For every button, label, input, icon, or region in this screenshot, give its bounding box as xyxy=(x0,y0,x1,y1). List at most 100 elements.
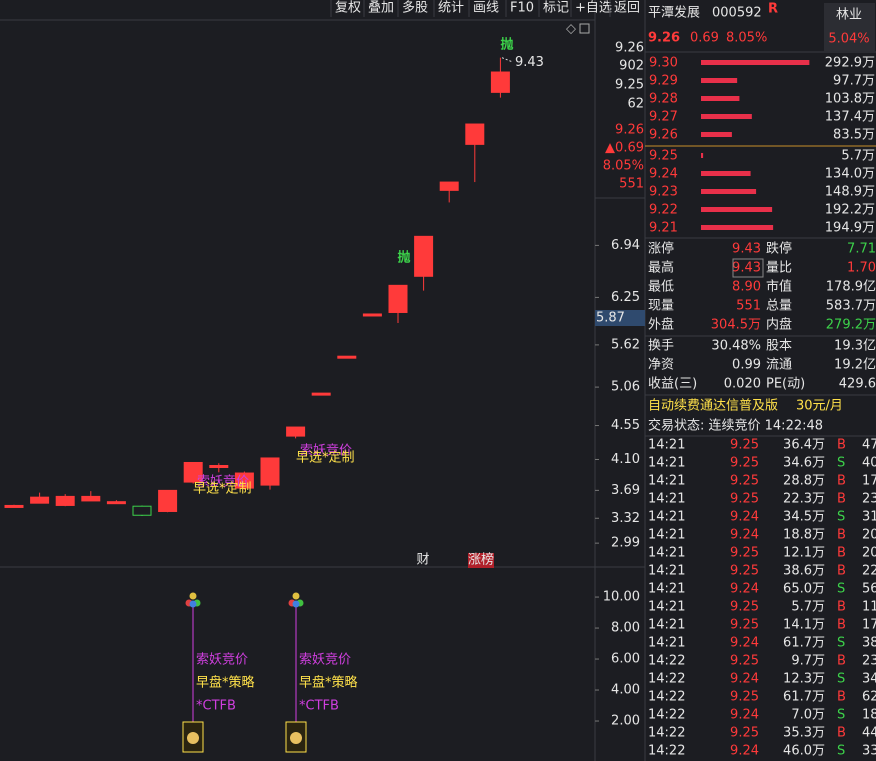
trade-price: 9.25 xyxy=(730,456,759,471)
trade-count: 20 xyxy=(862,528,876,543)
indicator-annotation: 索妖竞价 xyxy=(299,652,351,668)
candle-body xyxy=(362,313,382,317)
crosshair-label: 5.87 xyxy=(596,311,625,326)
trade-price: 9.24 xyxy=(730,708,759,723)
stat-label: 最低 xyxy=(648,280,674,295)
trade-price: 9.25 xyxy=(730,438,759,453)
trade-time: 14:21 xyxy=(648,600,685,615)
money-icon xyxy=(187,732,199,744)
order-volume: 194.9万 xyxy=(825,221,875,236)
stat-value: 551 xyxy=(736,299,761,314)
stat-label: 收益(三) xyxy=(648,377,697,392)
candle-body xyxy=(414,235,434,277)
trade-side: S xyxy=(837,456,845,471)
toolbar-button[interactable]: 返回 xyxy=(614,1,640,16)
trade-price: 9.24 xyxy=(730,510,759,525)
trade-time: 14:21 xyxy=(648,456,685,471)
trade-time: 14:21 xyxy=(648,618,685,633)
annotation: 早选*定制 xyxy=(193,482,252,497)
signal-icon xyxy=(292,600,300,608)
trade-time: 14:21 xyxy=(648,528,685,543)
y-tick-label: 2.99 xyxy=(611,536,640,551)
toolbar-button[interactable]: 画线 xyxy=(473,1,499,16)
y-tick-label: 6.25 xyxy=(611,290,640,305)
stat-label: 内盘 xyxy=(766,317,792,333)
y-tick-label: 3.32 xyxy=(611,511,640,526)
trade-volume: 9.7万 xyxy=(791,654,825,669)
candle-body xyxy=(30,496,50,504)
trade-price: 9.25 xyxy=(730,492,759,507)
stock-code: 000592 xyxy=(712,6,762,21)
trade-time: 14:21 xyxy=(648,492,685,507)
trade-side: B xyxy=(837,528,846,543)
toolbar-button[interactable]: F10 xyxy=(510,1,534,16)
signal-icon xyxy=(189,592,197,600)
stat-label: 换手 xyxy=(648,339,674,354)
toolbar-button[interactable]: 统计 xyxy=(438,1,464,16)
stat-label: 净资 xyxy=(648,358,674,373)
trade-price: 9.24 xyxy=(730,636,759,651)
axis-info: 551 xyxy=(619,177,644,192)
icon-square[interactable] xyxy=(579,23,590,34)
order-volume: 134.0万 xyxy=(825,167,875,182)
trade-side: S xyxy=(837,636,845,651)
trade-volume: 61.7万 xyxy=(783,690,825,705)
toolbar-button[interactable]: 多股 xyxy=(402,0,428,16)
stat-value: 0.020 xyxy=(724,377,761,392)
order-volume: 192.2万 xyxy=(825,203,875,218)
order-volume: 137.4万 xyxy=(825,110,875,125)
trade-status: 交易状态: 连续竞价 14:22:48 xyxy=(648,418,823,434)
trade-price: 9.25 xyxy=(730,618,759,633)
y-tick-label: 10.00 xyxy=(603,590,640,605)
order-price: 9.22 xyxy=(649,203,678,218)
order-volume-bar xyxy=(701,132,732,137)
trade-count: 23 xyxy=(862,492,876,507)
trade-time: 14:21 xyxy=(648,474,685,489)
toolbar-button[interactable]: 复权 xyxy=(335,0,361,16)
stock-name: 平潭发展 xyxy=(648,5,700,21)
candle-body xyxy=(311,392,331,396)
trade-side: B xyxy=(837,564,846,579)
high-pointer xyxy=(501,57,513,63)
stat-value: 304.5万 xyxy=(711,318,761,333)
indicator-annotation: *CTFB xyxy=(196,699,236,714)
trade-price: 9.24 xyxy=(730,744,759,759)
icon-diamond[interactable]: ◇ xyxy=(566,22,576,37)
trade-time: 14:21 xyxy=(648,564,685,579)
trade-side: B xyxy=(837,474,846,489)
stat-label: 外盘 xyxy=(648,317,674,333)
candle-body xyxy=(465,123,485,145)
indicator-annotation: 早盘*策略 xyxy=(196,675,255,691)
footer-tag: 财 xyxy=(416,553,429,568)
candle-body xyxy=(132,505,152,516)
tag-box xyxy=(468,553,494,568)
y-tick-label: 5.62 xyxy=(611,337,640,352)
candle-body xyxy=(490,71,510,93)
trade-price: 9.25 xyxy=(730,600,759,615)
order-volume-bar xyxy=(701,60,810,65)
order-volume-bar xyxy=(701,78,738,83)
stat-value: 7.71 xyxy=(847,242,876,257)
candle-body xyxy=(106,501,126,505)
y-tick-label: 6.94 xyxy=(611,238,640,253)
trade-time: 14:21 xyxy=(648,510,685,525)
axis-info: 9.26 xyxy=(615,123,644,138)
price: 9.26 xyxy=(648,31,680,46)
toolbar-button[interactable]: +自选 xyxy=(575,1,612,16)
annotation: 索妖竞价 xyxy=(300,443,352,459)
trade-side: B xyxy=(837,726,846,741)
sector-name: 林业 xyxy=(836,8,862,23)
trade-price: 9.25 xyxy=(730,564,759,579)
order-price: 9.28 xyxy=(649,92,678,107)
stat-label: 涨停 xyxy=(648,241,674,257)
order-volume-bar xyxy=(701,171,751,176)
stat-label: PE(动) xyxy=(766,377,805,392)
trade-volume: 18.8万 xyxy=(783,528,825,543)
order-volume: 97.7万 xyxy=(833,74,875,89)
stat-value: 9.43 xyxy=(732,242,761,257)
toolbar-button[interactable]: 叠加 xyxy=(368,1,394,16)
y-tick-label: 4.10 xyxy=(611,452,640,467)
toolbar-button[interactable]: 标记 xyxy=(543,1,569,16)
